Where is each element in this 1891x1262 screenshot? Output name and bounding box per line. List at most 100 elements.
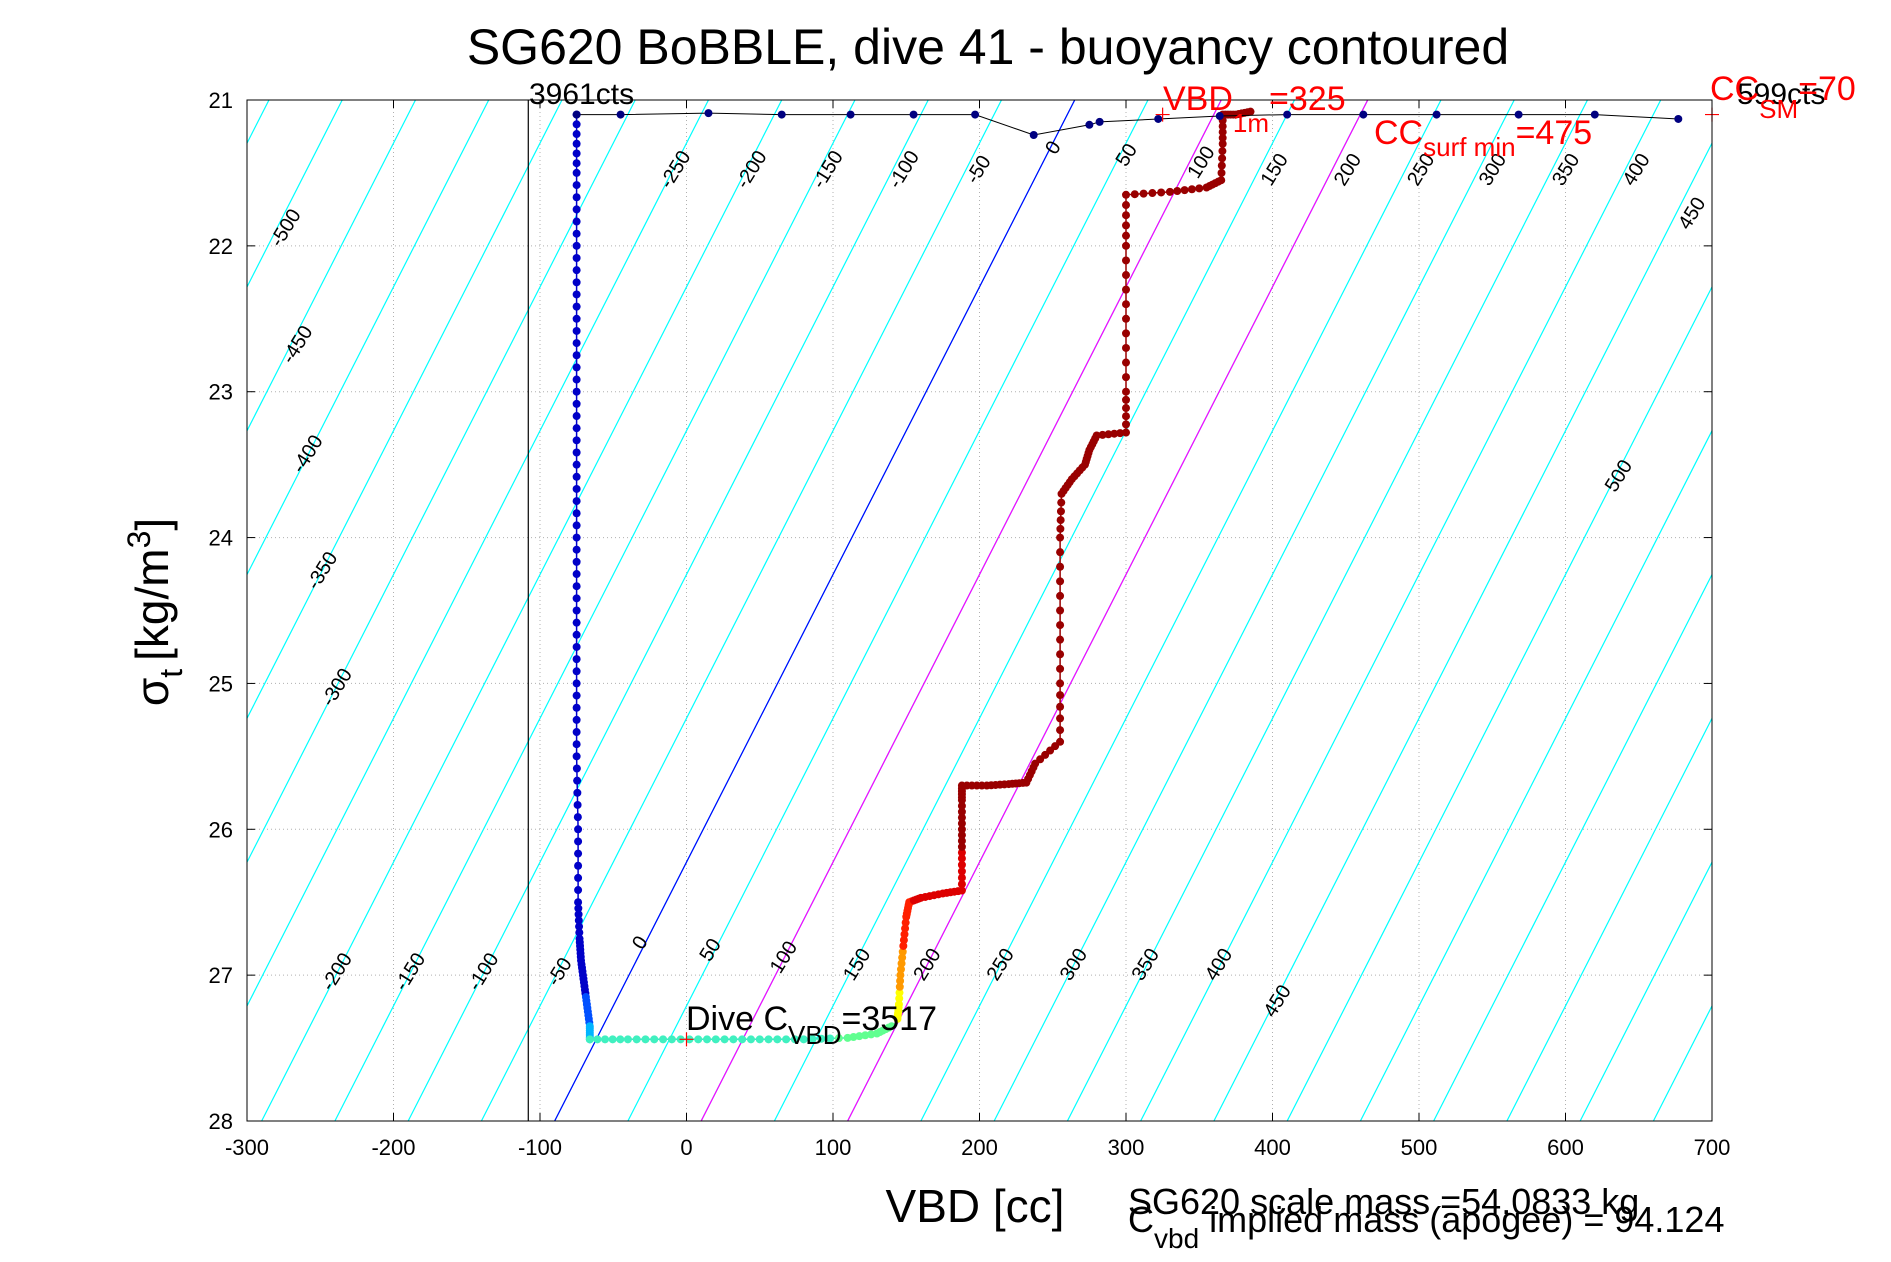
implied-mass-text: Cvbd implied mass (apogee) = 94.124 xyxy=(1128,1199,1724,1254)
x-tick-label: 500 xyxy=(1401,1135,1438,1160)
descent-point xyxy=(572,655,581,664)
ascent-point xyxy=(1217,161,1226,170)
ascent-point xyxy=(1122,387,1130,396)
dive-c-vbd-annotation: Dive CVBD=3517 xyxy=(686,1000,937,1050)
ascent-point xyxy=(1098,430,1107,439)
descent-point xyxy=(572,618,581,627)
ascent-point xyxy=(957,819,966,828)
vbd-1m-annotation: VBD1m=325 xyxy=(1163,80,1346,138)
bottom-point xyxy=(764,1035,773,1044)
ascent-point xyxy=(1173,187,1182,196)
ascent-point xyxy=(901,918,910,927)
ascent-point xyxy=(957,880,966,889)
y-tick-label: 27 xyxy=(209,963,233,988)
ascent-point xyxy=(898,953,907,962)
descent-point xyxy=(572,728,581,737)
descent-point xyxy=(572,205,581,214)
x-tick-label: 0 xyxy=(680,1135,692,1160)
ascent-point xyxy=(899,936,908,945)
descent-point xyxy=(572,254,581,263)
cc-sm-base: CC xyxy=(1710,70,1759,108)
y-axis-label-sub: t xyxy=(153,669,189,678)
bottom-point xyxy=(887,1022,896,1031)
bottom-point xyxy=(834,1034,843,1043)
x-tick-label: -300 xyxy=(225,1135,269,1160)
x-tick-label: 300 xyxy=(1108,1135,1145,1160)
ascent-point xyxy=(1056,577,1065,586)
bottom-point xyxy=(703,1035,712,1044)
y-axis-label-close: ] xyxy=(126,518,178,531)
x-tick-label: -200 xyxy=(371,1135,415,1160)
buoyancy-contour-line xyxy=(1213,141,1712,1121)
vbd-limit-line xyxy=(847,100,1369,1121)
ascent-point xyxy=(1056,702,1065,711)
ascent-point xyxy=(957,836,966,845)
descent-point xyxy=(572,149,581,158)
ascent-point xyxy=(1122,221,1130,230)
ascent-point xyxy=(1122,256,1130,265)
descent-point xyxy=(572,412,581,421)
descent-point xyxy=(572,217,581,226)
descent-point xyxy=(572,460,581,469)
descent-point xyxy=(572,448,581,457)
buoyancy-contour-line xyxy=(1066,100,1589,1121)
ascent-point xyxy=(1122,329,1130,338)
vbd-1m-value: =325 xyxy=(1269,80,1346,118)
buoyancy-contour-line xyxy=(247,100,710,1008)
descent-point xyxy=(573,800,582,809)
ascent-point xyxy=(1057,498,1066,507)
descent-point xyxy=(573,776,582,785)
cc-sm-sub: SM xyxy=(1759,94,1798,124)
buoyancy-contour-line xyxy=(1286,285,1712,1121)
descent-point xyxy=(572,545,581,554)
ascent-point xyxy=(899,941,908,950)
descent-point xyxy=(572,570,581,579)
bottom-point xyxy=(755,1035,764,1044)
bottom-point xyxy=(782,1035,791,1044)
descent-point xyxy=(572,314,581,323)
descent-point xyxy=(572,266,581,275)
descent-point xyxy=(574,837,583,846)
buoyancy-contour-line xyxy=(247,100,636,864)
vbd-1m-base: VBD xyxy=(1163,80,1233,118)
ascent-point xyxy=(1122,412,1130,421)
ascent-point xyxy=(1122,190,1130,199)
bottom-point xyxy=(632,1035,641,1044)
descent-point xyxy=(572,339,581,348)
ascent-point xyxy=(957,801,966,810)
descent-point xyxy=(572,241,581,250)
reference-lines xyxy=(527,100,1369,1121)
y-axis-label-sup: 3 xyxy=(121,531,157,549)
y-tick-label: 23 xyxy=(209,380,233,405)
buoyancy-contour-line xyxy=(480,100,1003,1121)
chart-title: SG620 BoBBLE, dive 41 - buoyancy contour… xyxy=(467,19,1509,75)
surface-point xyxy=(777,110,786,119)
surface-point xyxy=(1674,114,1683,123)
bottom-point xyxy=(601,1035,610,1044)
x-tick-label: 700 xyxy=(1694,1135,1731,1160)
bottom-point xyxy=(861,1031,870,1040)
cc-surf-min-annotation: CCsurf min=475 xyxy=(1374,114,1592,162)
ascent-point xyxy=(1122,285,1130,294)
descent-point xyxy=(572,667,581,676)
ascent-point xyxy=(1246,107,1255,116)
ascent-point xyxy=(1122,404,1130,413)
descent-point xyxy=(572,181,581,190)
buoyancy-contour-line xyxy=(773,100,1296,1121)
implied-mass-sub: vbd xyxy=(1154,1223,1199,1254)
buoyancy-contour-line xyxy=(1140,100,1662,1121)
ascent-point xyxy=(957,867,966,876)
axis-ticks: -300 -200 -100 0 100 200 300 400 500 600 700 21 22 23… xyxy=(209,88,1731,1160)
descent-point xyxy=(572,326,581,335)
ascent-point xyxy=(1218,154,1227,163)
descent-point xyxy=(574,825,583,834)
ascent-point xyxy=(957,886,966,895)
ascent-point xyxy=(957,813,966,822)
ascent-point xyxy=(1122,420,1130,429)
descent-point xyxy=(572,351,581,360)
descent-point xyxy=(574,849,583,858)
y-tick-label: 24 xyxy=(209,526,233,551)
surface-point xyxy=(971,110,980,119)
descent-point xyxy=(574,861,583,870)
descent-point xyxy=(572,375,581,384)
